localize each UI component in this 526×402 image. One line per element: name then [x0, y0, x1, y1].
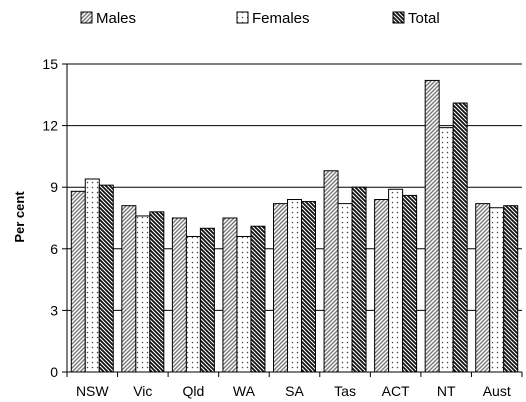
- bar-females-nt: [438, 127, 454, 373]
- bar-total-vic: [149, 211, 165, 373]
- legend: Males Females Total: [80, 10, 440, 27]
- bar-females-wa: [236, 235, 252, 373]
- bar-females-aust: [489, 207, 505, 373]
- bar-females-vic: [135, 215, 151, 373]
- legend-label-females: Females: [252, 10, 310, 27]
- bar-total-aust: [503, 205, 519, 373]
- y-tick-label: 0: [50, 364, 58, 380]
- bar-total-sa: [301, 201, 316, 373]
- x-tick-label: WA: [233, 383, 256, 399]
- legend-swatch-males: [80, 11, 93, 24]
- x-tick-label: Aust: [483, 383, 511, 399]
- bar-females-nsw: [84, 178, 100, 373]
- y-tick-label: 9: [50, 179, 58, 195]
- x-tick-label: Qld: [182, 383, 204, 399]
- y-axis-ticks: 0 3 6 9 12 15: [42, 56, 67, 380]
- y-tick-label: 6: [50, 241, 58, 257]
- legend-swatch-total: [392, 11, 405, 24]
- bar-total-nt: [452, 102, 468, 373]
- y-tick-label: 15: [42, 56, 58, 72]
- legend-swatch-females: [236, 11, 249, 24]
- bar-males-vic: [121, 205, 137, 373]
- axes: [66, 64, 523, 377]
- bar-males-aust: [475, 203, 491, 373]
- bars: [70, 79, 519, 373]
- y-tick-label: 12: [42, 118, 58, 134]
- legend-label-males: Males: [96, 10, 136, 27]
- bar-males-act: [374, 199, 390, 373]
- x-tick-label: NT: [437, 383, 456, 399]
- bar-males-wa: [222, 217, 238, 373]
- bar-total-nsw: [98, 184, 114, 373]
- bar-males-nsw: [70, 190, 86, 373]
- x-tick-label: Vic: [133, 383, 152, 399]
- x-tick-label: ACT: [382, 383, 410, 399]
- bar-females-qld: [185, 235, 201, 373]
- bar-total-act: [402, 194, 418, 373]
- bar-total-qld: [199, 227, 215, 373]
- bar-females-sa: [287, 199, 302, 373]
- x-axis-labels: NSW Vic Qld WA SA Tas ACT NT Aust: [76, 383, 511, 399]
- bar-total-wa: [250, 225, 266, 373]
- bar-females-tas: [337, 203, 353, 373]
- bar-males-tas: [323, 170, 339, 373]
- y-axis-label: Per cent: [12, 191, 27, 243]
- x-tick-label: Tas: [334, 383, 356, 399]
- bar-males-qld: [171, 217, 187, 373]
- bar-total-tas: [351, 186, 367, 373]
- x-tick-label: SA: [285, 383, 304, 399]
- bar-males-nt: [424, 79, 440, 373]
- legend-label-total: Total: [408, 10, 440, 27]
- bar-males-sa: [273, 203, 288, 373]
- bar-females-act: [388, 188, 404, 373]
- y-tick-label: 3: [50, 302, 58, 318]
- x-tick-label: NSW: [76, 383, 109, 399]
